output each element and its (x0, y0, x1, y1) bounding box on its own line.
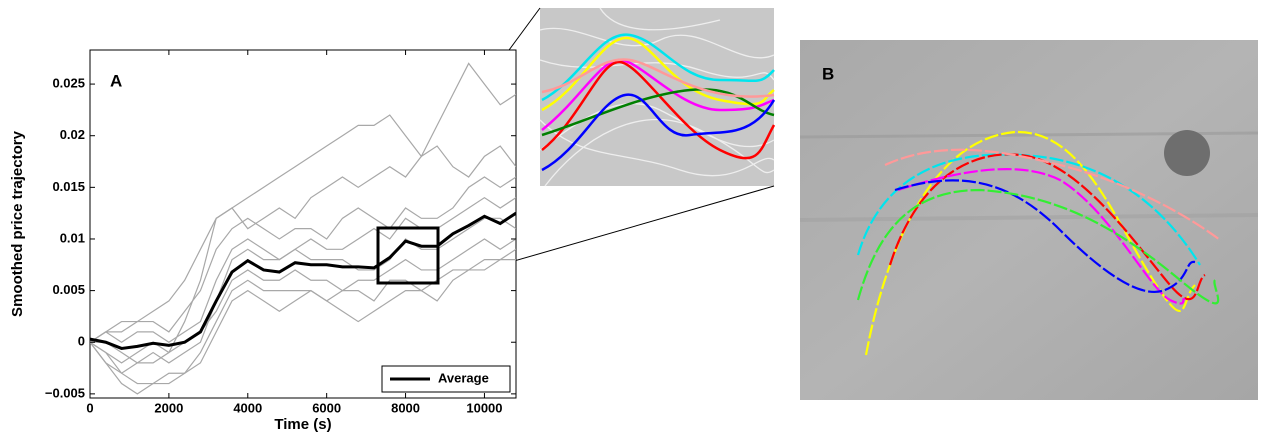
x-tick-label: 8000 (391, 400, 420, 415)
y-tick-label: 0.01 (60, 230, 85, 245)
y-tick-label: 0.015 (52, 179, 85, 194)
y-tick-label: 0.02 (60, 127, 85, 142)
x-tick-label: 6000 (312, 400, 341, 415)
y-tick-label: 0.025 (52, 76, 85, 91)
series-group (90, 62, 516, 395)
inset-colored-lines (541, 33, 776, 172)
zoom-box (376, 226, 440, 285)
plot-frame (89, 49, 517, 399)
plot-a: A Time (s) Smoothed price trajectory −0.… (9, 49, 517, 433)
trajectory-line (90, 62, 516, 343)
inset (539, 7, 776, 187)
panel-label: B (822, 64, 834, 83)
x-tick-label: 0 (86, 400, 93, 415)
trajectory-line (90, 238, 516, 364)
legend-label: Average (438, 370, 489, 385)
trajectory-line (90, 196, 516, 343)
x-tick-label: 2000 (154, 400, 183, 415)
y-tick-label: 0 (78, 334, 85, 349)
trajectory-line (90, 217, 516, 364)
tracks (856, 130, 1221, 356)
y-axis-label: Smoothed price trajectory (9, 130, 26, 317)
trajectory-line (90, 259, 516, 385)
panel-label: A (110, 71, 122, 90)
x-tick-label: 4000 (233, 400, 262, 415)
y-tick-label: 0.005 (52, 282, 85, 297)
x-axis-label: Time (s) (274, 416, 331, 433)
panel-b: B (799, 40, 1259, 400)
y-tick-label: −0.005 (45, 385, 85, 400)
trajectory-line (90, 248, 516, 395)
photo-spot (1164, 130, 1210, 176)
trajectory-line (90, 176, 516, 343)
average-line (90, 211, 516, 350)
x-tick-label: 10000 (466, 400, 502, 415)
